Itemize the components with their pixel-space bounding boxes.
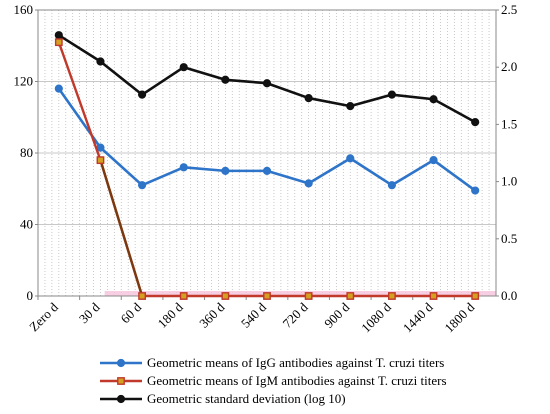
x-tick-label: 720 d: [279, 299, 311, 331]
data-point: [221, 75, 230, 84]
x-tick-label: 1440 d: [400, 299, 436, 335]
legend-item: Geometric means of IgG antibodies agains…: [100, 355, 444, 370]
series: [54, 31, 480, 300]
data-point: [221, 292, 230, 300]
data-point: [304, 93, 313, 103]
data-point: [388, 292, 396, 300]
data-point: [346, 292, 355, 300]
data-point: [387, 90, 397, 99]
x-tick-label: 1080 d: [358, 299, 394, 335]
data-point: [137, 90, 147, 99]
y-right-tick-label: 0.0: [501, 288, 517, 303]
series-1: [54, 84, 480, 195]
data-point: [304, 179, 313, 188]
legend-item: Geometric standard deviation (log 10): [100, 391, 346, 406]
x-tick-label: 60 d: [118, 299, 145, 326]
legend-swatch-marker: [117, 377, 125, 385]
data-point: [54, 84, 63, 93]
y-left-tick-label: 80: [20, 145, 33, 160]
y-right-tick-label: 2.5: [501, 2, 517, 17]
legend: Geometric means of IgG antibodies agains…: [100, 355, 447, 406]
data-point: [137, 181, 147, 190]
data-point: [221, 166, 230, 175]
x-tick-label: Zero d: [26, 299, 61, 334]
series-3: [54, 31, 480, 127]
legend-label: Geometric means of IgG antibodies agains…: [147, 355, 444, 370]
legend-label: Geometric standard deviation (log 10): [147, 391, 346, 406]
data-point: [346, 154, 355, 163]
data-point: [54, 31, 63, 40]
legend-swatch-marker: [116, 358, 126, 368]
baseline-shade: [104, 291, 497, 296]
data-point: [96, 156, 105, 165]
data-point: [471, 292, 480, 300]
data-point: [429, 95, 438, 104]
data-point: [471, 186, 480, 195]
data-point: [429, 292, 438, 300]
data-point: [387, 181, 397, 190]
data-point: [179, 163, 188, 172]
x-tick-label: 180 d: [155, 299, 187, 331]
y-left-tick-label: 0: [27, 288, 34, 303]
data-point: [429, 156, 438, 165]
data-point: [471, 118, 480, 127]
data-point: [304, 292, 313, 300]
y-right-tick-label: 0.5: [501, 231, 517, 246]
y-left-tick-label: 40: [20, 217, 33, 232]
data-point: [262, 166, 272, 175]
series-2: [54, 38, 480, 300]
legend-swatch-marker: [116, 394, 126, 404]
x-tick-label: 900 d: [321, 299, 353, 331]
legend-label: Geometric means of IgM antibodies agains…: [147, 373, 447, 388]
x-tick-label: 360 d: [196, 299, 228, 331]
data-point: [346, 101, 355, 111]
x-tick-label: 540 d: [238, 299, 270, 331]
y-right-tick-label: 1.0: [501, 174, 517, 189]
x-tick-label: 30 d: [76, 299, 103, 326]
y-right-tick-label: 1.5: [501, 116, 517, 131]
series-line-segment: [99, 159, 144, 297]
y-left-tick-label: 160: [14, 2, 34, 17]
y-right-tick-label: 2.0: [501, 59, 517, 74]
data-point: [179, 292, 188, 300]
data-point: [138, 292, 146, 300]
data-point: [263, 292, 271, 300]
data-point: [54, 38, 63, 47]
data-point: [262, 79, 272, 88]
x-tick-label: 1800 d: [441, 299, 477, 335]
y-left-tick-label: 120: [14, 74, 34, 89]
data-point: [96, 57, 105, 66]
legend-item: Geometric means of IgM antibodies agains…: [100, 373, 447, 388]
data-point: [179, 63, 188, 72]
